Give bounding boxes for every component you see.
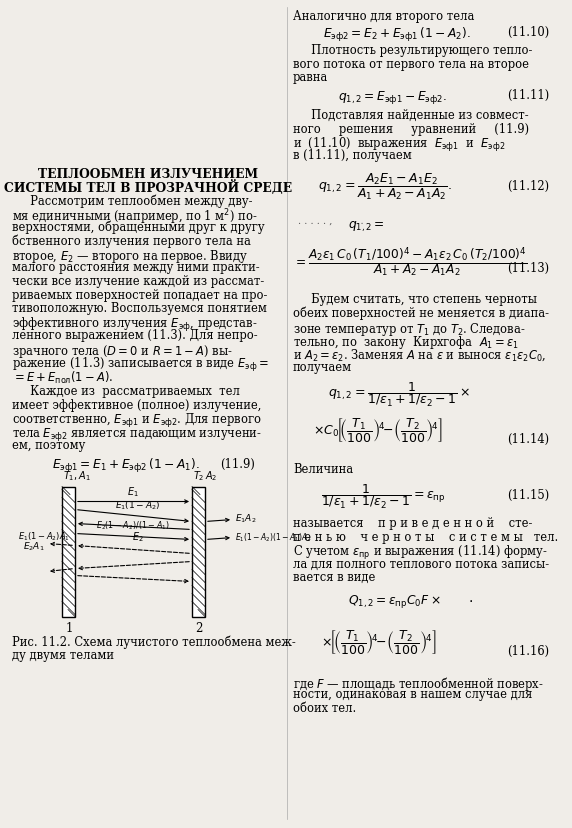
Text: $q_{1,2}=$: $q_{1,2}=$ xyxy=(348,219,385,233)
Text: п е н ь ю    ч е р н о т ы    с и с т е м ы   тел.: п е н ь ю ч е р н о т ы с и с т е м ы те… xyxy=(293,530,558,543)
Text: ТЕПЛООБМЕН ИЗЛУЧЕНИЕМ: ТЕПЛООБМЕН ИЗЛУЧЕНИЕМ xyxy=(38,168,258,181)
Text: в (11.11), получаем: в (11.11), получаем xyxy=(293,149,412,162)
Text: ленного выражением (11.3). Для непро-: ленного выражением (11.3). Для непро- xyxy=(12,329,257,342)
Text: $E_2A_1$: $E_2A_1$ xyxy=(23,540,45,552)
Text: 1: 1 xyxy=(65,622,73,635)
Text: $q_{1,2}=\dfrac{1}{1/\varepsilon_1+1/\varepsilon_2-1}\times$: $q_{1,2}=\dfrac{1}{1/\varepsilon_1+1/\va… xyxy=(328,381,470,408)
Bar xyxy=(62,487,75,617)
Text: имеет эффективное (полное) излучение,: имеет эффективное (полное) излучение, xyxy=(12,398,261,412)
Text: $T_2\,A_2$: $T_2\,A_2$ xyxy=(193,469,217,483)
Text: называется    п р и в е д е н н о й    сте-: называется п р и в е д е н н о й сте- xyxy=(293,517,533,529)
Text: Подставляя найденные из совмест-: Подставляя найденные из совмест- xyxy=(293,108,529,122)
Text: $\cdot$: $\cdot$ xyxy=(468,592,473,606)
Text: СИСТЕМЫ ТЕЛ В ПРОЗРАЧНОЙ СРЕДЕ: СИСТЕМЫ ТЕЛ В ПРОЗРАЧНОЙ СРЕДЕ xyxy=(4,180,292,195)
Text: эффективного излучения $E_{\mathsf{эф}}$, представ-: эффективного излучения $E_{\mathsf{эф}}$… xyxy=(12,315,257,333)
Text: $T_1,A_1$: $T_1,A_1$ xyxy=(63,469,91,483)
Text: $E_1$: $E_1$ xyxy=(127,485,139,499)
Text: Плотность результирующего тепло-: Плотность результирующего тепло- xyxy=(293,44,533,57)
Text: (11.10): (11.10) xyxy=(507,26,549,39)
Text: (11.13): (11.13) xyxy=(507,261,549,274)
Text: $q_{1,2}=\dfrac{A_2E_1-A_1E_2}{A_1+A_2-A_1A_2}.$: $q_{1,2}=\dfrac{A_2E_1-A_1E_2}{A_1+A_2-A… xyxy=(318,171,452,201)
Text: верхностями, обращенными друг к другу: верхностями, обращенными друг к другу xyxy=(12,221,265,234)
Text: $\times C_0\!\left[\!\left(\dfrac{T_1}{100}\right)^{\!4}\!\!-\!\left(\dfrac{T_2}: $\times C_0\!\left[\!\left(\dfrac{T_1}{1… xyxy=(313,416,443,445)
Text: $E_2$: $E_2$ xyxy=(132,530,144,544)
Text: бственного излучения первого тела на: бственного излучения первого тела на xyxy=(12,234,251,248)
Text: $E_1(1-A_2)(1-A_1)A_2$: $E_1(1-A_2)(1-A_1)A_2$ xyxy=(235,531,312,543)
Text: 2: 2 xyxy=(195,622,202,635)
Text: Величина: Величина xyxy=(293,463,353,475)
Text: $\times\!\left[\!\left(\dfrac{T_1}{100}\right)^{\!4}\!\!-\!\left(\dfrac{T_2}{100: $\times\!\left[\!\left(\dfrac{T_1}{100}\… xyxy=(321,628,436,657)
Text: $E_1A_2$: $E_1A_2$ xyxy=(235,512,256,524)
Text: $E_1(1-A_2)A_1$: $E_1(1-A_2)A_1$ xyxy=(18,530,70,542)
Text: ражение (11.3) записывается в виде $E_{\mathsf{эф}}=$: ражение (11.3) записывается в виде $E_{\… xyxy=(12,355,269,373)
Text: $E_{\mathsf{эф2}}=E_2+E_{\mathsf{эф1}}\,(1-A_2).$: $E_{\mathsf{эф2}}=E_2+E_{\mathsf{эф1}}\,… xyxy=(323,26,471,44)
Text: Рассмотрим теплообмен между дву-: Рассмотрим теплообмен между дву- xyxy=(12,194,252,207)
Text: ного     решения     уравнений     (11.9): ного решения уравнений (11.9) xyxy=(293,123,529,135)
Text: чески все излучение каждой из рассмат-: чески все излучение каждой из рассмат- xyxy=(12,275,264,287)
Text: (11.9): (11.9) xyxy=(220,457,255,470)
Text: (11.11): (11.11) xyxy=(507,89,549,102)
Text: . . . . . ,       . .: . . . . . , . . xyxy=(298,216,364,225)
Text: $=E+E_{\mathsf{пол}}(1-A)$.: $=E+E_{\mathsf{пол}}(1-A)$. xyxy=(12,369,113,385)
Text: получаем: получаем xyxy=(293,360,352,373)
Text: (11.16): (11.16) xyxy=(507,644,549,657)
Text: вого потока от первого тела на второе: вого потока от первого тела на второе xyxy=(293,57,529,70)
Text: Будем считать, что степень черноты: Будем считать, что степень черноты xyxy=(293,293,537,306)
Text: (11.15): (11.15) xyxy=(507,489,549,502)
Text: $\dfrac{1}{1/\varepsilon_1+1/\varepsilon_2-1}=\varepsilon_{\mathsf{пр}}$: $\dfrac{1}{1/\varepsilon_1+1/\varepsilon… xyxy=(321,483,446,510)
Text: и $A_2=\varepsilon_2$. Заменяя $A$ на $\varepsilon$ и вынося $\varepsilon_1\vare: и $A_2=\varepsilon_2$. Заменяя $A$ на $\… xyxy=(293,347,546,363)
Text: где $F$ — площадь теплообменной поверх-: где $F$ — площадь теплообменной поверх- xyxy=(293,674,544,692)
Text: тивоположную. Воспользуемся понятием: тивоположную. Воспользуемся понятием xyxy=(12,301,267,315)
Text: (11.12): (11.12) xyxy=(507,180,549,192)
Text: Рис. 11.2. Схема лучистого теплообмена меж-: Рис. 11.2. Схема лучистого теплообмена м… xyxy=(12,635,296,648)
Text: $E_2(1-A_2)/(1-A_1)$: $E_2(1-A_2)/(1-A_1)$ xyxy=(96,519,170,532)
Text: тельно, по  закону  Кирхгофа  $A_1=\varepsilon_1$: тельно, по закону Кирхгофа $A_1=\varepsi… xyxy=(293,334,519,350)
Text: $q_{1,2}=E_{\mathsf{эф1}}-E_{\mathsf{эф2}}.$: $q_{1,2}=E_{\mathsf{эф1}}-E_{\mathsf{эф2… xyxy=(338,89,447,106)
Text: обеих поверхностей не меняется в диапа-: обеих поверхностей не меняется в диапа- xyxy=(293,306,549,320)
Text: ности, одинаковая в нашем случае для: ности, одинаковая в нашем случае для xyxy=(293,688,533,700)
Text: риваемых поверхностей попадает на про-: риваемых поверхностей попадает на про- xyxy=(12,288,267,301)
Text: Аналогично для второго тела: Аналогично для второго тела xyxy=(293,10,474,23)
Text: ду двумя телами: ду двумя телами xyxy=(12,648,114,662)
Text: обоих тел.: обоих тел. xyxy=(293,701,356,714)
Text: $=\dfrac{A_2\varepsilon_1\,C_0\,(T_1/100)^4-A_1\varepsilon_2\,C_0\,(T_2/100)^4}{: $=\dfrac{A_2\varepsilon_1\,C_0\,(T_1/100… xyxy=(293,245,527,279)
Text: вается в виде: вается в виде xyxy=(293,570,375,583)
Text: равна: равна xyxy=(293,71,328,84)
Text: второе, $E_2$ — второго на первое. Ввиду: второе, $E_2$ — второго на первое. Ввиду xyxy=(12,248,248,265)
Text: соответственно, $E_{\mathsf{эф1}}$ и $E_{\mathsf{эф2}}$. Для первого: соответственно, $E_{\mathsf{эф1}}$ и $E_… xyxy=(12,412,261,430)
Text: малого расстояния между ними практи-: малого расстояния между ними практи- xyxy=(12,261,260,274)
Text: зоне температур от $T_1$ до $T_2$. Следова-: зоне температур от $T_1$ до $T_2$. Следо… xyxy=(293,320,526,337)
Text: мя единичными (например, по 1 м$^2$) по-: мя единичными (например, по 1 м$^2$) по- xyxy=(12,207,257,227)
Text: ем, поэтому: ем, поэтому xyxy=(12,439,85,452)
Text: зрачного тела ($D=0$ и $R=1-A$) вы-: зрачного тела ($D=0$ и $R=1-A$) вы- xyxy=(12,342,233,359)
Text: $E_1(1-A_2)$: $E_1(1-A_2)$ xyxy=(116,499,161,512)
Text: (11.14): (11.14) xyxy=(507,432,549,445)
Text: $E_{\mathsf{эф1}}=E_1+E_{\mathsf{эф2}}\,(1-A_1).$: $E_{\mathsf{эф1}}=E_1+E_{\mathsf{эф2}}\,… xyxy=(52,457,200,475)
Text: тела $E_{\mathsf{эф2}}$ является падающим излучени-: тела $E_{\mathsf{эф2}}$ является падающи… xyxy=(12,426,262,442)
Text: Каждое из  рассматриваемых  тел: Каждое из рассматриваемых тел xyxy=(12,385,240,398)
Text: $Q_{1,2}=\varepsilon_{\mathsf{пр}}C_0F\times$: $Q_{1,2}=\varepsilon_{\mathsf{пр}}C_0F\t… xyxy=(348,592,441,609)
Text: С учетом $\varepsilon_{\mathsf{пр}}$ и выражения (11.14) форму-: С учетом $\varepsilon_{\mathsf{пр}}$ и в… xyxy=(293,543,548,561)
Bar xyxy=(192,487,205,617)
Text: и  (11.10)  выражения  $E_{\mathsf{эф1}}$  и  $E_{\mathsf{эф2}}$: и (11.10) выражения $E_{\mathsf{эф1}}$ и… xyxy=(293,136,506,154)
Text: ла для полного теплового потока записы-: ла для полного теплового потока записы- xyxy=(293,556,549,570)
